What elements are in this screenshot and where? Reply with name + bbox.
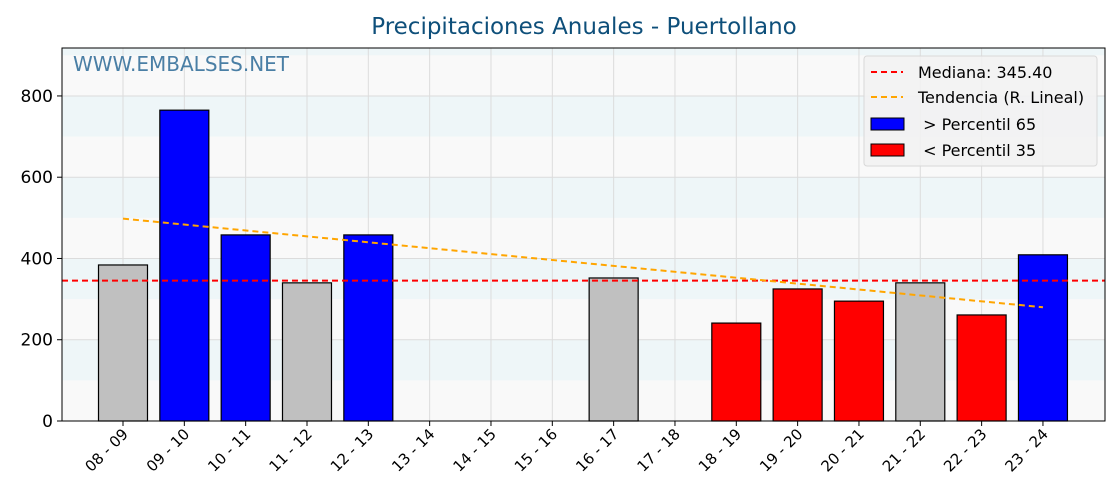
background-band: [62, 48, 1105, 56]
background-band: [62, 258, 1105, 300]
bar-18-19: [711, 322, 762, 422]
bar-22-23: [956, 314, 1007, 422]
x-tick-label: 18 - 19: [695, 425, 745, 475]
background-band: [62, 339, 1105, 381]
x-tick-label: 22 - 23: [940, 425, 990, 475]
bar-23-24: [1017, 254, 1069, 422]
x-tick-label: 09 - 10: [143, 425, 193, 475]
x-tick-label: 13 - 14: [388, 425, 438, 475]
x-tick-label: 15 - 16: [511, 425, 561, 475]
bar-08-09: [97, 264, 149, 422]
bar-11-12: [281, 282, 333, 422]
x-tick-label: 21 - 22: [879, 425, 929, 475]
x-tick-label: 12 - 13: [327, 425, 377, 475]
x-tick-label: 20 - 21: [817, 425, 867, 475]
bar-12-13: [343, 234, 394, 422]
bar-20-21: [833, 300, 885, 422]
x-tick-label: 23 - 24: [1001, 425, 1051, 475]
x-tick-label: 08 - 09: [82, 425, 132, 475]
bar-19-20: [772, 288, 823, 422]
bar-21-22: [895, 282, 946, 422]
bar-09-10: [159, 109, 210, 422]
legend: Mediana: 345.40 Tendencia (R. Lineal) > …: [863, 55, 1098, 167]
x-tick-label: 10 - 11: [204, 425, 254, 475]
legend-trend-label: Tendencia (R. Lineal): [917, 88, 1084, 107]
background-band: [62, 177, 1105, 218]
x-tick-label: 17 - 18: [634, 425, 684, 475]
legend-median-label: Mediana: 345.40: [918, 63, 1052, 82]
legend-high-swatch: [870, 117, 905, 131]
x-tick-label: 16 - 17: [572, 425, 622, 475]
legend-low-label: < Percentil 35: [918, 141, 1036, 160]
watermark: WWW.EMBALSES.NET: [73, 52, 290, 76]
legend-low-swatch: [870, 143, 905, 157]
legend-high-label: > Percentil 65: [918, 115, 1036, 134]
bar-16-17: [588, 277, 639, 422]
y-tick-label: 0: [42, 412, 53, 432]
bar-10-11: [220, 234, 271, 422]
y-tick-label: 400: [21, 249, 53, 269]
y-tick-label: 200: [21, 331, 53, 351]
x-tick-label: 19 - 20: [756, 425, 806, 475]
trend-line: [122, 217, 1044, 309]
y-tick-label: 800: [21, 87, 53, 107]
plot-frame: [61, 47, 1106, 422]
y-tick-label: 600: [21, 168, 53, 188]
chart-title: Precipitaciones Anuales - Puertollano: [371, 14, 797, 40]
x-tick-label: 14 - 15: [450, 425, 500, 475]
x-tick-label: 11 - 12: [266, 425, 316, 475]
